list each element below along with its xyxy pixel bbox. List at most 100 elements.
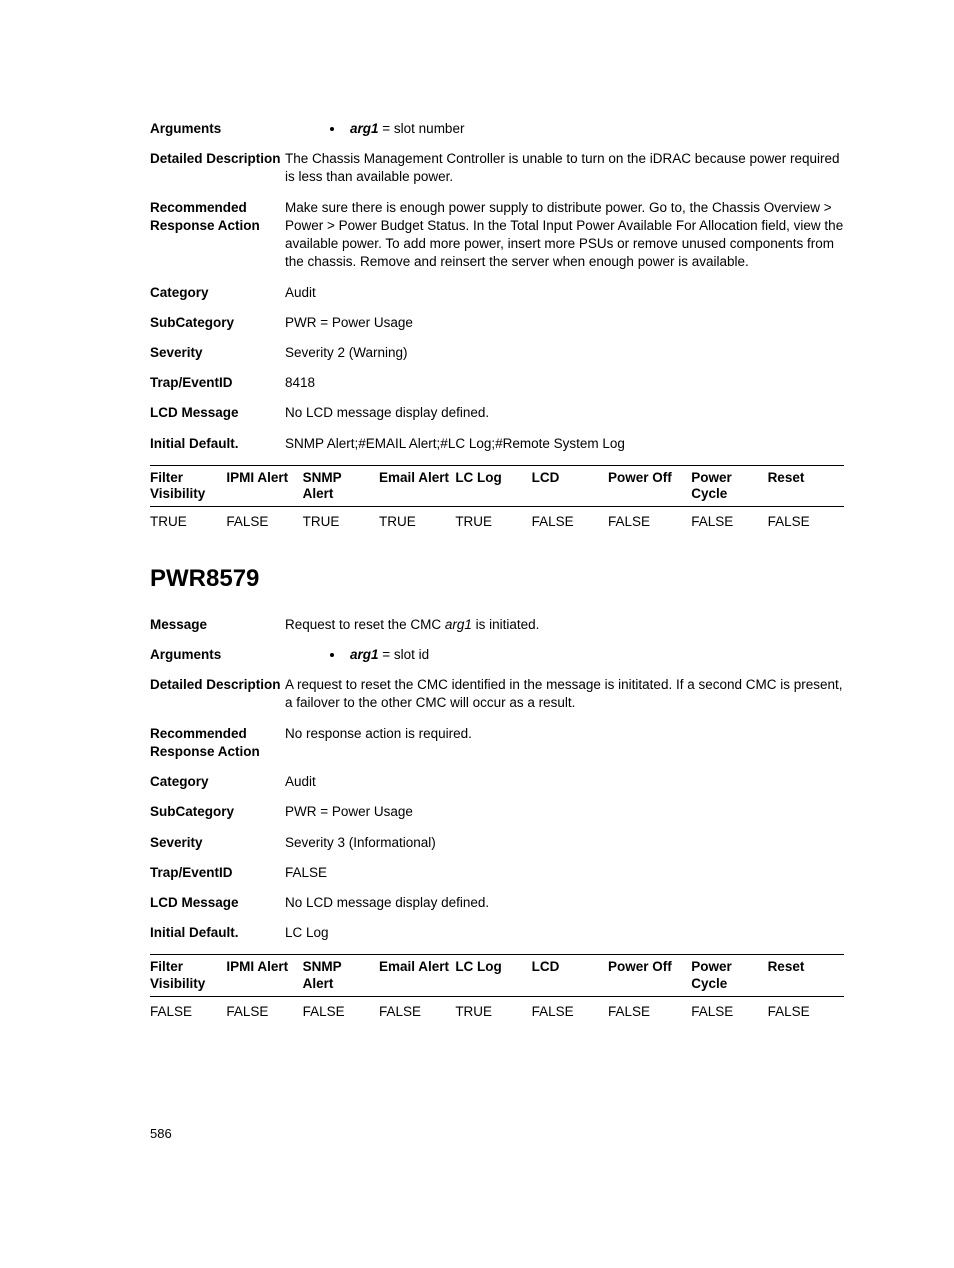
arg1-item: arg1 = slot number: [345, 120, 844, 138]
recommended-value-2: No response action is required.: [285, 725, 844, 743]
trap-row: Trap/EventID 8418: [150, 374, 844, 392]
td: FALSE: [532, 507, 608, 536]
td: TRUE: [150, 507, 226, 536]
lcd-label-2: LCD Message: [150, 894, 285, 912]
severity-value: Severity 2 (Warning): [285, 344, 844, 362]
subcategory-value: PWR = Power Usage: [285, 314, 844, 332]
arg1-name-2: arg1: [350, 647, 379, 662]
detailed-value-2: A request to reset the CMC identified in…: [285, 676, 844, 712]
th-powercycle: Power Cycle: [691, 465, 767, 506]
detailed-label: Detailed Description: [150, 150, 285, 168]
detailed-row: Detailed Description The Chassis Managem…: [150, 150, 844, 186]
th-poweroff: Power Off: [608, 465, 691, 506]
subcategory-row: SubCategory PWR = Power Usage: [150, 314, 844, 332]
th-filter: Filter Visibility: [150, 955, 226, 996]
subcategory-label-2: SubCategory: [150, 803, 285, 821]
td: FALSE: [608, 507, 691, 536]
detailed-value: The Chassis Management Controller is una…: [285, 150, 844, 186]
severity-label-2: Severity: [150, 834, 285, 852]
td: FALSE: [768, 996, 844, 1025]
severity-row-2: Severity Severity 3 (Informational): [150, 834, 844, 852]
arg1-name: arg1: [350, 121, 379, 136]
trap-value-2: FALSE: [285, 864, 844, 882]
initial-row-2: Initial Default. LC Log: [150, 924, 844, 942]
trap-value: 8418: [285, 374, 844, 392]
detailed-row-2: Detailed Description A request to reset …: [150, 676, 844, 712]
th-reset: Reset: [768, 955, 844, 996]
arg1-desc: = slot number: [379, 121, 465, 136]
category-row: Category Audit: [150, 284, 844, 302]
subcategory-row-2: SubCategory PWR = Power Usage: [150, 803, 844, 821]
category-value: Audit: [285, 284, 844, 302]
lcd-row: LCD Message No LCD message display defin…: [150, 404, 844, 422]
initial-row: Initial Default. SNMP Alert;#EMAIL Alert…: [150, 435, 844, 453]
subcategory-value-2: PWR = Power Usage: [285, 803, 844, 821]
th-lcd: LCD: [532, 465, 608, 506]
initial-value-2: LC Log: [285, 924, 844, 942]
recommended-row-2: Recommended Response Action No response …: [150, 725, 844, 761]
td: FALSE: [303, 996, 379, 1025]
td: FALSE: [532, 996, 608, 1025]
arguments-value-2: arg1 = slot id: [285, 646, 844, 664]
subcategory-label: SubCategory: [150, 314, 285, 332]
td: TRUE: [379, 507, 455, 536]
th-lcd: LCD: [532, 955, 608, 996]
recommended-label: Recommended Response Action: [150, 199, 285, 235]
th-email: Email Alert: [379, 955, 455, 996]
category-row-2: Category Audit: [150, 773, 844, 791]
th-ipmi: IPMI Alert: [226, 465, 302, 506]
severity-label: Severity: [150, 344, 285, 362]
table-row: FALSE FALSE FALSE FALSE TRUE FALSE FALSE…: [150, 996, 844, 1025]
trap-label: Trap/EventID: [150, 374, 285, 392]
th-powercycle: Power Cycle: [691, 955, 767, 996]
lcd-value-2: No LCD message display defined.: [285, 894, 844, 912]
td: FALSE: [226, 507, 302, 536]
th-filter: Filter Visibility: [150, 465, 226, 506]
th-poweroff: Power Off: [608, 955, 691, 996]
recommended-label-2: Recommended Response Action: [150, 725, 285, 761]
td: TRUE: [455, 996, 531, 1025]
arguments-label: Arguments: [150, 120, 285, 138]
td: TRUE: [455, 507, 531, 536]
severity-row: Severity Severity 2 (Warning): [150, 344, 844, 362]
table-2: Filter Visibility IPMI Alert SNMP Alert …: [150, 954, 844, 1025]
message-arg: arg1: [445, 617, 472, 632]
trap-label-2: Trap/EventID: [150, 864, 285, 882]
table-1: Filter Visibility IPMI Alert SNMP Alert …: [150, 465, 844, 536]
lcd-row-2: LCD Message No LCD message display defin…: [150, 894, 844, 912]
th-snmp: SNMP Alert: [303, 955, 379, 996]
table-row: TRUE FALSE TRUE TRUE TRUE FALSE FALSE FA…: [150, 507, 844, 536]
th-lclog: LC Log: [455, 465, 531, 506]
recommended-value: Make sure there is enough power supply t…: [285, 199, 844, 272]
category-value-2: Audit: [285, 773, 844, 791]
th-email: Email Alert: [379, 465, 455, 506]
table-header-row: Filter Visibility IPMI Alert SNMP Alert …: [150, 465, 844, 506]
td: FALSE: [691, 507, 767, 536]
th-snmp: SNMP Alert: [303, 465, 379, 506]
arguments-row: Arguments arg1 = slot number: [150, 120, 844, 138]
td: FALSE: [379, 996, 455, 1025]
arguments-label-2: Arguments: [150, 646, 285, 664]
trap-row-2: Trap/EventID FALSE: [150, 864, 844, 882]
td: TRUE: [303, 507, 379, 536]
message-label: Message: [150, 616, 285, 634]
th-reset: Reset: [768, 465, 844, 506]
severity-value-2: Severity 3 (Informational): [285, 834, 844, 852]
td: FALSE: [226, 996, 302, 1025]
recommended-row: Recommended Response Action Make sure th…: [150, 199, 844, 272]
detailed-label-2: Detailed Description: [150, 676, 285, 694]
lcd-label: LCD Message: [150, 404, 285, 422]
page-number: 586: [150, 1125, 844, 1143]
td: FALSE: [150, 996, 226, 1025]
initial-label: Initial Default.: [150, 435, 285, 453]
initial-value: SNMP Alert;#EMAIL Alert;#LC Log;#Remote …: [285, 435, 844, 453]
arguments-value: arg1 = slot number: [285, 120, 844, 138]
message-row: Message Request to reset the CMC arg1 is…: [150, 616, 844, 634]
section-heading: PWR8579: [150, 563, 844, 595]
th-lclog: LC Log: [455, 955, 531, 996]
lcd-value: No LCD message display defined.: [285, 404, 844, 422]
category-label-2: Category: [150, 773, 285, 791]
message-value: Request to reset the CMC arg1 is initiat…: [285, 616, 844, 634]
arg1-desc-2: = slot id: [379, 647, 430, 662]
arguments-row-2: Arguments arg1 = slot id: [150, 646, 844, 664]
